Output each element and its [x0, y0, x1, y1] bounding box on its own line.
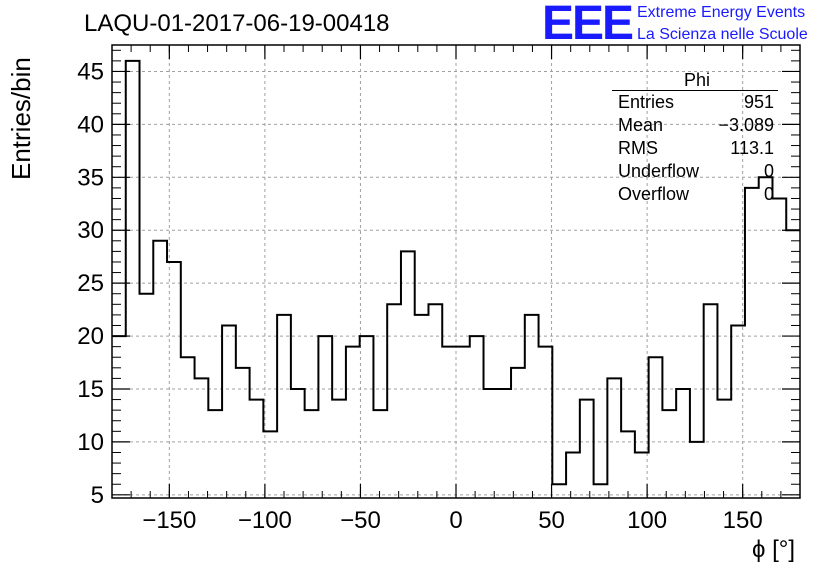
y-tick-label: 40	[77, 111, 104, 138]
stats-value: −3.089	[718, 115, 774, 135]
grid-lines	[112, 45, 800, 498]
plot-frame	[111, 44, 801, 499]
x-tick-label: −50	[340, 507, 381, 534]
x-tick-label: −150	[142, 507, 196, 534]
y-tick-label: 35	[77, 164, 104, 191]
x-tick-label: 50	[538, 507, 565, 534]
x-tick-label: 0	[449, 507, 462, 534]
stats-label: Mean	[618, 115, 664, 135]
stats-row-underflow: Underflow 0	[612, 160, 778, 183]
stats-label: Overflow	[618, 184, 690, 204]
y-tick-label: 20	[77, 323, 104, 350]
stats-row-entries: Entries 951	[612, 91, 778, 114]
y-tick-label: 30	[77, 217, 104, 244]
x-tick-label: 100	[627, 507, 667, 534]
stats-row-overflow: Overflow 0	[612, 183, 778, 206]
x-tick-label: −100	[238, 507, 292, 534]
stats-value: 951	[743, 92, 774, 112]
x-axis-label: ϕ [°]	[752, 536, 796, 563]
y-tick-label: 5	[91, 482, 104, 509]
logo-line-1: Extreme Energy Events	[637, 4, 806, 21]
chart-title: LAQU-01-2017-06-19-00418	[84, 10, 390, 37]
x-tick-labels: −150 −100 −50 0 50 100 150	[142, 507, 762, 534]
y-axis-label: Entries/bin	[6, 57, 36, 180]
stats-row-mean: Mean −3.089	[612, 114, 778, 137]
y-tick-label: 15	[77, 376, 104, 403]
histogram-line	[112, 59, 800, 486]
stats-row-rms: RMS 113.1	[612, 137, 778, 160]
logo-line-2: La Scienza nelle Scuole	[637, 26, 808, 43]
y-tick-labels: 5 10 15 20 25 30 35 40 45	[77, 58, 104, 508]
stats-value: 113.1	[730, 138, 774, 158]
stats-header: Phi	[612, 70, 778, 91]
stats-value: 0	[763, 184, 774, 204]
x-tick-label: 150	[723, 507, 763, 534]
stats-label: Entries	[618, 92, 675, 112]
y-tick-label: 10	[77, 429, 104, 456]
y-tick-label: 45	[77, 58, 104, 85]
stats-label: Underflow	[618, 161, 700, 181]
stats-label: RMS	[618, 138, 658, 158]
stats-box: Phi Entries 951 Mean −3.089 RMS 113.1 Un…	[612, 70, 778, 206]
eee-logo: EEE	[542, 0, 634, 50]
stats-value: 0	[763, 161, 774, 181]
y-tick-label: 25	[77, 270, 104, 297]
axis-ticks	[111, 45, 801, 498]
